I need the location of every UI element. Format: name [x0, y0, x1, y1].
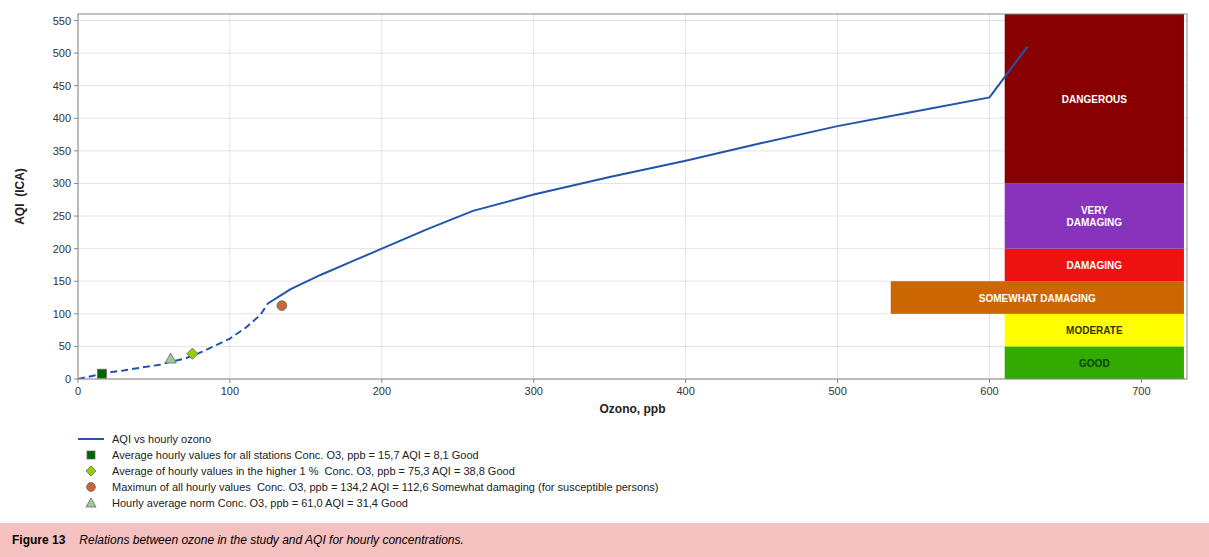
y-tick [74, 379, 78, 380]
grid-line-x [837, 14, 838, 379]
plot-frame [78, 14, 1187, 379]
band-label-line: GOOD [1079, 357, 1110, 368]
scatter-point [165, 353, 176, 363]
y-tick-label: 550 [53, 15, 71, 27]
y-tick [74, 346, 78, 347]
band-label-line: VERY [1081, 205, 1108, 216]
legend-marker [86, 498, 96, 507]
band-label-line: DANGEROUS [1062, 93, 1127, 104]
caption: Figure 13 Relations between ozone in the … [0, 523, 1209, 557]
aqi-band [1005, 183, 1184, 248]
x-tick-label: 700 [1132, 385, 1150, 397]
legend-marker [87, 451, 95, 459]
legend-label: Average of hourly values in the higher 1… [112, 465, 515, 477]
y-tick-label: 400 [53, 112, 71, 124]
aqi-band [1005, 314, 1184, 347]
aqi-band [1005, 14, 1184, 183]
y-tick-label: 500 [53, 47, 71, 59]
aqi-bands [891, 14, 1184, 379]
x-tick-label: 300 [525, 385, 543, 397]
y-tick [74, 150, 78, 151]
band-label: DANGEROUS [1062, 93, 1127, 104]
aqi-band [891, 281, 1184, 314]
y-tick [74, 313, 78, 314]
x-tick-label: 600 [980, 385, 998, 397]
y-tick-label: 250 [53, 210, 71, 222]
x-tick [685, 379, 686, 383]
y-tick-label: 50 [59, 340, 71, 352]
y-tick [74, 216, 78, 217]
x-tick-label: 200 [373, 385, 391, 397]
legend: AQI vs hourly ozono Average hourly values… [78, 433, 658, 509]
legend-label: Average hourly values for all stations C… [112, 449, 479, 461]
background [0, 0, 1209, 557]
x-tick-label: 400 [676, 385, 694, 397]
y-tick [74, 281, 78, 282]
line-dashed [78, 47, 268, 379]
grid-line-x [381, 14, 382, 379]
y-tick-label: 200 [53, 243, 71, 255]
y-tick [74, 20, 78, 21]
grid-line-x [989, 14, 990, 379]
band-label-line: DAMAGING [1067, 259, 1123, 270]
x-tick [837, 379, 838, 383]
y-tick-label: 150 [53, 275, 71, 287]
grid [78, 14, 1187, 379]
grid-line-x [533, 14, 534, 379]
line-dashed-part [78, 47, 268, 379]
scatter-points [97, 301, 286, 379]
caption-bold: Figure 13 [12, 533, 66, 547]
x-tick [229, 379, 230, 383]
legend-label: Hourly average norm Conc. O3, ppb = 61,0… [112, 497, 408, 509]
legend-line [78, 438, 104, 440]
y-tick [74, 248, 78, 249]
band-label-line: MODERATE [1066, 325, 1123, 336]
band-labels: GOODMODERATESOMEWHAT DAMAGINGDAMAGINGVER… [979, 93, 1127, 368]
band-label: VERYDAMAGING [1067, 205, 1123, 228]
x-tick [78, 379, 79, 383]
legend-label: Maximun of all hourly values Conc. O3, p… [112, 481, 658, 493]
x-tick [989, 379, 990, 383]
x-tick-label: 100 [221, 385, 239, 397]
legend-marker [86, 466, 96, 476]
y-tick [74, 53, 78, 54]
y-tick [74, 183, 78, 184]
y-tick [74, 85, 78, 86]
aqi-band [1005, 346, 1184, 379]
x-axis-label: Ozono, ppb [600, 402, 666, 416]
band-label: SOMEWHAT DAMAGING [979, 292, 1096, 303]
grid-line-x [685, 14, 686, 379]
x-tick [381, 379, 382, 383]
x-tick [1141, 379, 1142, 383]
band-label: DAMAGING [1067, 259, 1123, 270]
scatter-point [97, 369, 106, 378]
aqi-band [1005, 249, 1184, 282]
y-axis-label: AQI (ICA) [13, 168, 27, 225]
band-label-line: DAMAGING [1067, 217, 1123, 228]
y-tick-label: 350 [53, 145, 71, 157]
legend-label: AQI vs hourly ozono [112, 433, 211, 445]
band-label-line: SOMEWHAT DAMAGING [979, 292, 1096, 303]
band-label: MODERATE [1066, 325, 1123, 336]
y-tick [74, 118, 78, 119]
y-tick-label: 450 [53, 80, 71, 92]
band-label: GOOD [1079, 357, 1110, 368]
line-solid-part [268, 47, 1028, 379]
y-tick-label: 300 [53, 177, 71, 189]
line [268, 47, 1028, 379]
legend-marker [87, 483, 96, 492]
y-tick-label: 0 [65, 373, 71, 385]
y-tick-label: 100 [53, 308, 71, 320]
scatter-point [277, 301, 287, 311]
scatter-point [187, 348, 198, 359]
axes: 0 100 200 300 400 500 600 700 0 50 100 150 200 250 300… [53, 15, 1151, 397]
x-tick-label: 0 [75, 385, 81, 397]
x-tick-label: 500 [828, 385, 846, 397]
grid-line-x [229, 14, 230, 379]
chart: GOODMODERATESOMEWHAT DAMAGINGDAMAGINGVER… [0, 0, 1209, 557]
caption-bar [0, 523, 1209, 557]
caption-text: Relations between ozone in the study and… [79, 533, 463, 547]
x-tick [533, 379, 534, 383]
plot-area [78, 14, 1184, 379]
